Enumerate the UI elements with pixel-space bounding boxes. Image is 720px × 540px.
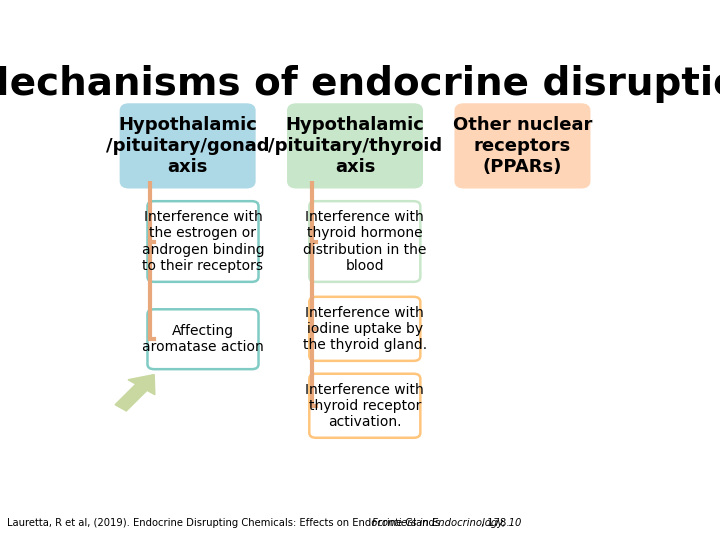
Text: Interference with
iodine uptake by
the thyroid gland.: Interference with iodine uptake by the t… bbox=[302, 306, 427, 352]
Text: Interference with
thyroid receptor
activation.: Interference with thyroid receptor activ… bbox=[305, 382, 424, 429]
Text: Mechanisms of endocrine disruption: Mechanisms of endocrine disruption bbox=[0, 64, 720, 103]
FancyBboxPatch shape bbox=[121, 104, 255, 187]
Polygon shape bbox=[115, 375, 155, 411]
Text: Other nuclear
receptors
(PPARs): Other nuclear receptors (PPARs) bbox=[453, 116, 592, 176]
FancyBboxPatch shape bbox=[148, 201, 258, 282]
Text: Interference with
thyroid hormone
distribution in the
blood: Interference with thyroid hormone distri… bbox=[303, 210, 426, 273]
FancyBboxPatch shape bbox=[456, 104, 590, 187]
Text: Hypothalamic
/pituitary/gonad
axis: Hypothalamic /pituitary/gonad axis bbox=[106, 116, 269, 176]
FancyBboxPatch shape bbox=[148, 309, 258, 369]
Text: Frontiers in Endocrinology, 10: Frontiers in Endocrinology, 10 bbox=[372, 518, 521, 528]
FancyBboxPatch shape bbox=[310, 201, 420, 282]
FancyBboxPatch shape bbox=[310, 374, 420, 438]
Text: Affecting
aromatase action: Affecting aromatase action bbox=[142, 324, 264, 354]
FancyBboxPatch shape bbox=[288, 104, 422, 187]
FancyBboxPatch shape bbox=[310, 297, 420, 361]
Text: Interference with
the estrogen or
androgen binding
to their receptors: Interference with the estrogen or androg… bbox=[142, 210, 264, 273]
Text: Hypothalamic
/pituitary/thyroid
axis: Hypothalamic /pituitary/thyroid axis bbox=[268, 116, 442, 176]
Text: , 178.: , 178. bbox=[481, 518, 509, 528]
Text: Lauretta, R et al, (2019). Endocrine Disrupting Chemicals: Effects on Endocrine : Lauretta, R et al, (2019). Endocrine Dis… bbox=[7, 518, 446, 528]
